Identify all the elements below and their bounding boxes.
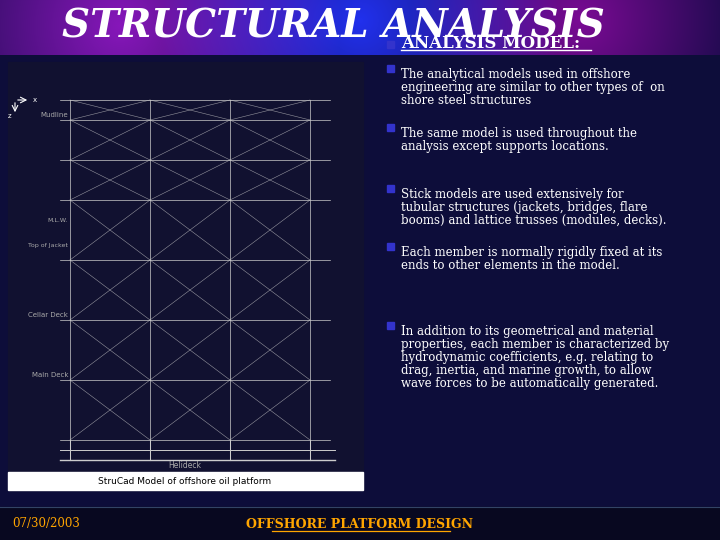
Bar bbox=[387, 322, 394, 329]
Bar bbox=[387, 65, 394, 72]
Bar bbox=[387, 124, 394, 131]
Text: The analytical models used in offshore: The analytical models used in offshore bbox=[401, 68, 631, 81]
Text: STRUCTURAL ANALYSIS: STRUCTURAL ANALYSIS bbox=[62, 8, 605, 46]
Text: Main Deck: Main Deck bbox=[32, 372, 68, 378]
Text: M.L.W.: M.L.W. bbox=[48, 218, 68, 222]
Bar bbox=[0, 507, 720, 540]
Bar bbox=[387, 243, 394, 250]
Text: shore steel structures: shore steel structures bbox=[401, 94, 531, 107]
Text: analysis except supports locations.: analysis except supports locations. bbox=[401, 140, 608, 153]
Text: 07/30/2003: 07/30/2003 bbox=[12, 517, 80, 530]
Text: Cellar Deck: Cellar Deck bbox=[28, 312, 68, 318]
Bar bbox=[8, 62, 363, 490]
Text: z: z bbox=[8, 113, 12, 119]
Bar bbox=[387, 41, 394, 48]
Text: drag, inertia, and marine growth, to allow: drag, inertia, and marine growth, to all… bbox=[401, 364, 652, 377]
Text: properties, each member is characterized by: properties, each member is characterized… bbox=[401, 338, 669, 351]
Text: Stick models are used extensively for: Stick models are used extensively for bbox=[401, 188, 624, 201]
Text: wave forces to be automatically generated.: wave forces to be automatically generate… bbox=[401, 377, 658, 390]
Text: Top of Jacket: Top of Jacket bbox=[28, 242, 68, 247]
Text: StruCad Model of offshore oil platform: StruCad Model of offshore oil platform bbox=[99, 476, 271, 485]
Text: hydrodynamic coefficients, e.g. relating to: hydrodynamic coefficients, e.g. relating… bbox=[401, 351, 653, 364]
Text: ends to other elements in the model.: ends to other elements in the model. bbox=[401, 259, 620, 272]
Text: The same model is used throughout the: The same model is used throughout the bbox=[401, 127, 637, 140]
Text: x: x bbox=[33, 97, 37, 103]
Text: ANALYSIS MODEL:: ANALYSIS MODEL: bbox=[401, 35, 580, 51]
Text: In addition to its geometrical and material: In addition to its geometrical and mater… bbox=[401, 325, 654, 338]
Text: OFFSHORE PLATFORM DESIGN: OFFSHORE PLATFORM DESIGN bbox=[246, 517, 474, 530]
Text: engineering are similar to other types of  on: engineering are similar to other types o… bbox=[401, 81, 665, 94]
Bar bbox=[8, 472, 363, 490]
Text: booms) and lattice trusses (modules, decks).: booms) and lattice trusses (modules, dec… bbox=[401, 214, 667, 227]
Text: Mudline: Mudline bbox=[40, 112, 68, 118]
Text: tubular structures (jackets, bridges, flare: tubular structures (jackets, bridges, fl… bbox=[401, 201, 647, 214]
Text: Each member is normally rigidly fixed at its: Each member is normally rigidly fixed at… bbox=[401, 246, 662, 259]
Text: Helideck: Helideck bbox=[168, 461, 202, 469]
Bar bbox=[387, 185, 394, 192]
